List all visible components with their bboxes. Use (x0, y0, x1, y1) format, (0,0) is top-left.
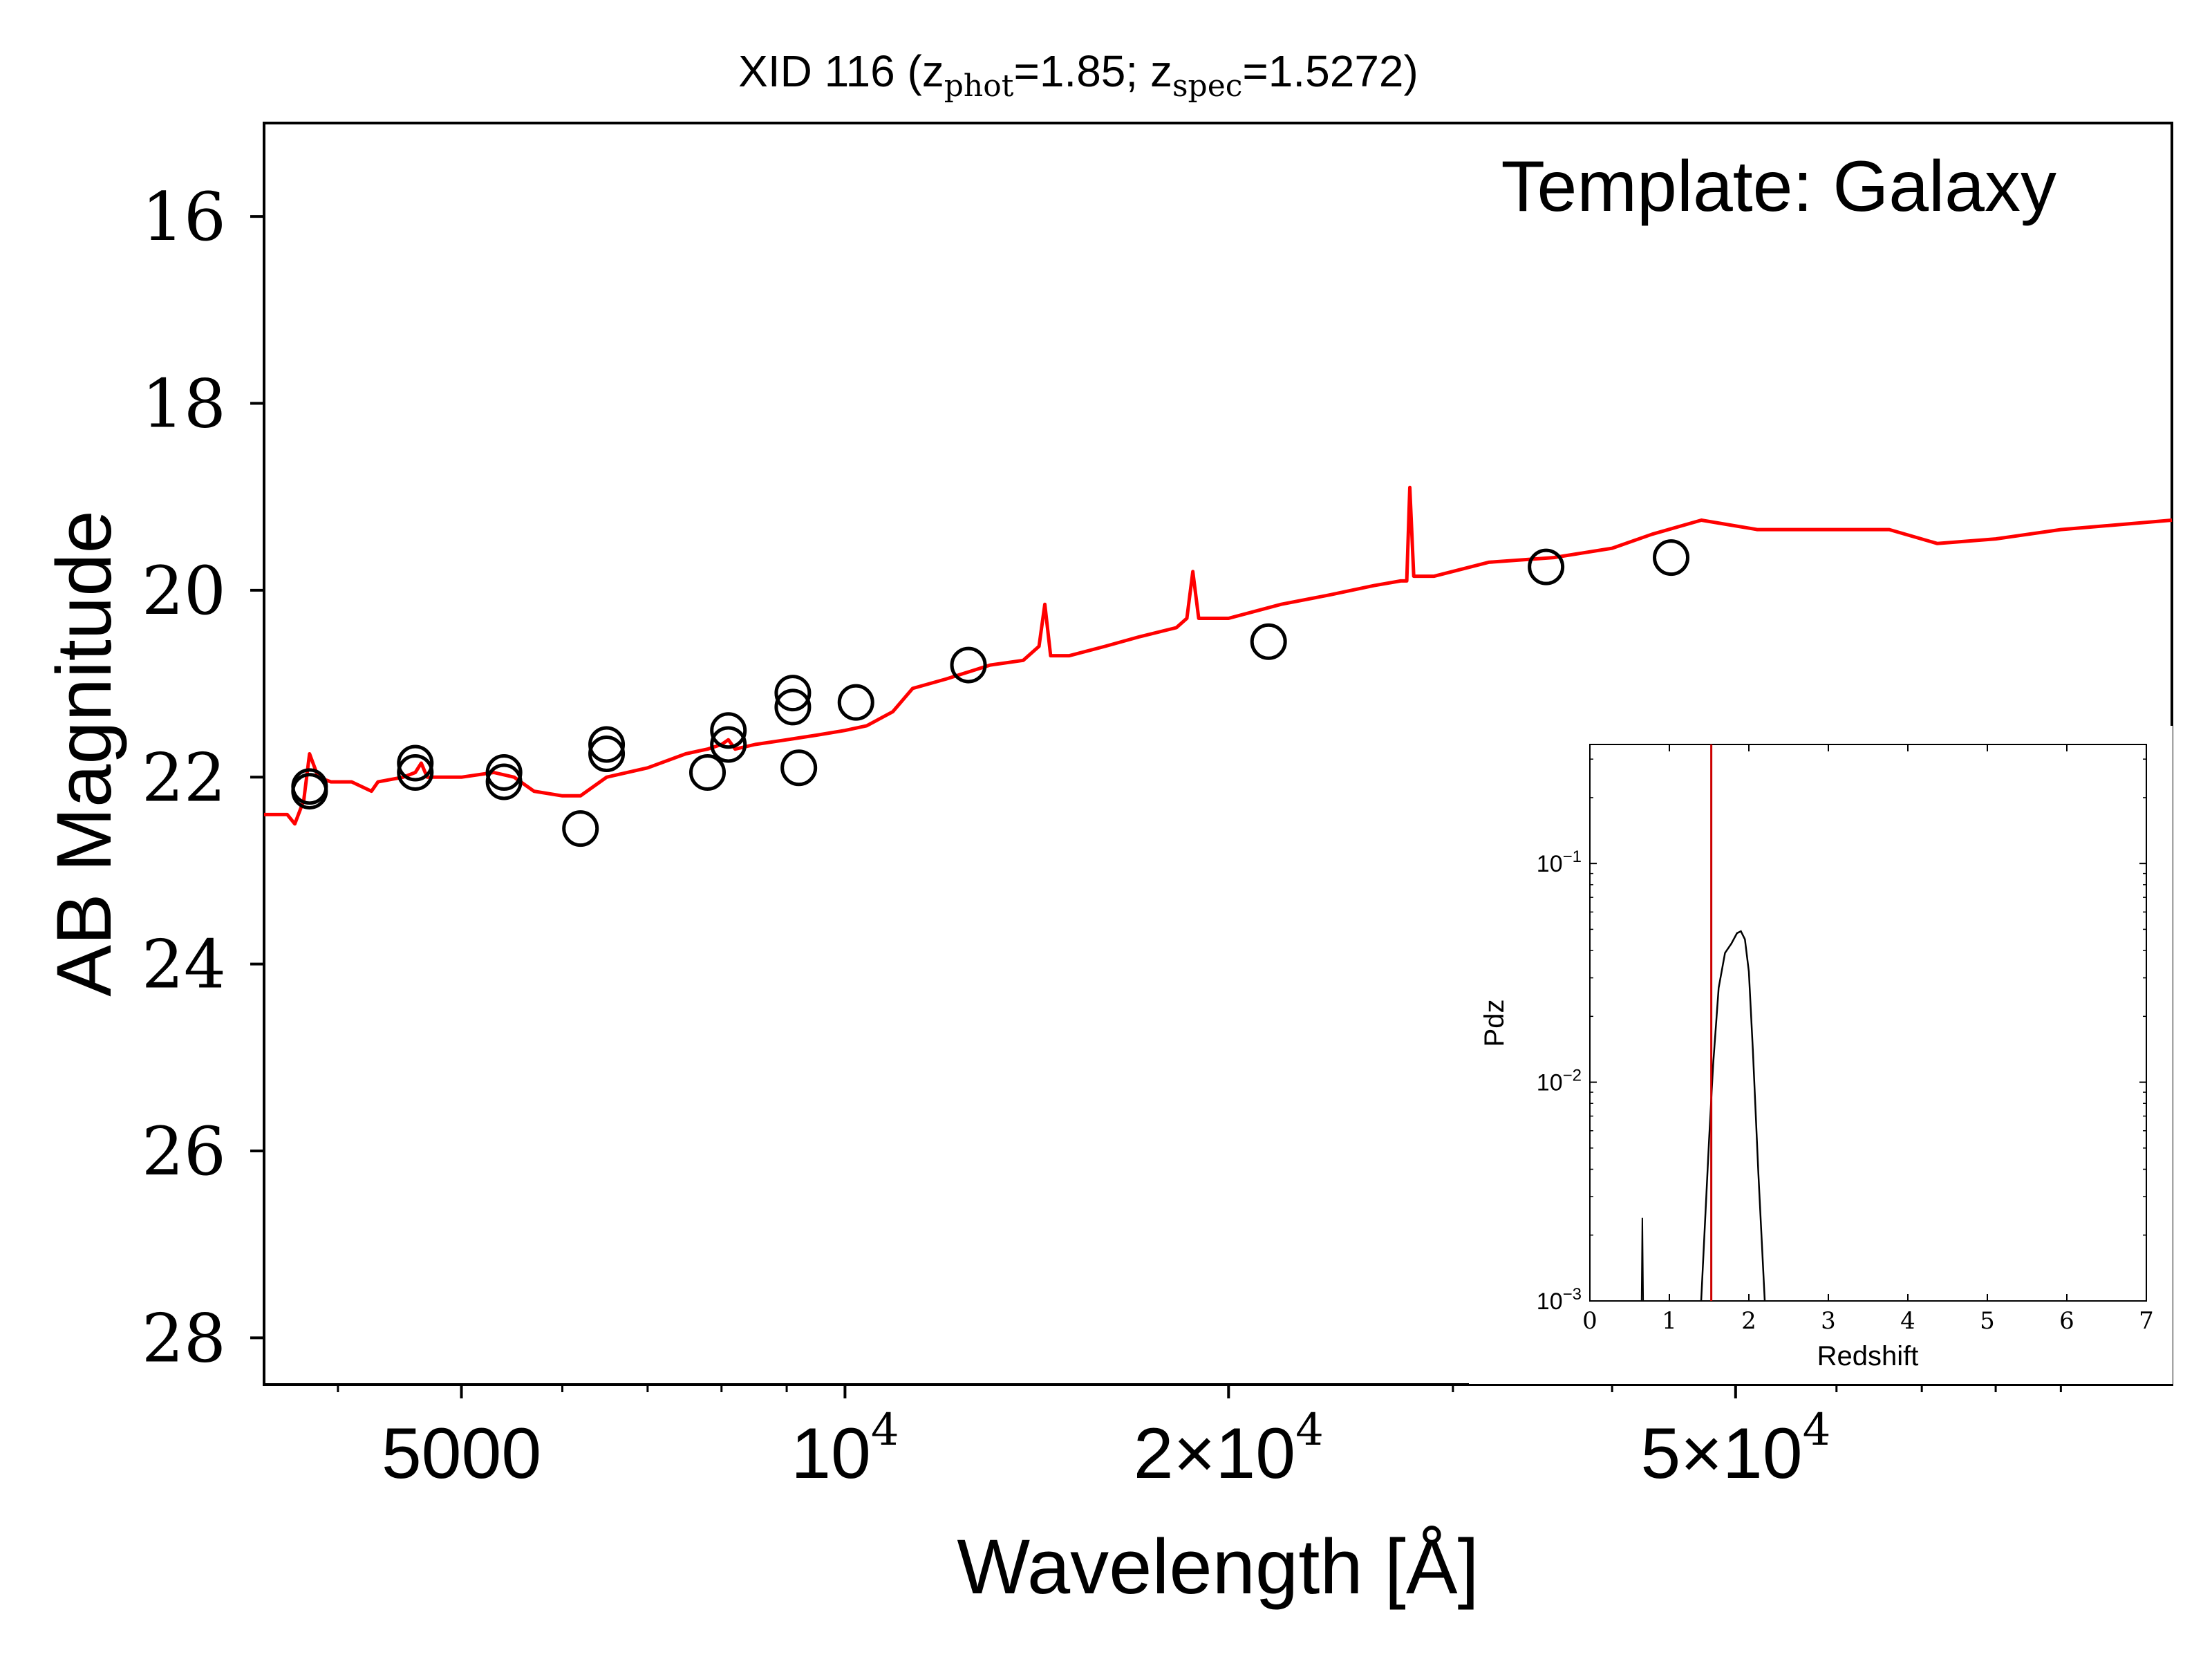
photometry-point (780, 749, 818, 787)
photometry-point (397, 754, 434, 791)
inset-x-tick-label: 4 (1900, 1307, 1915, 1335)
photometry-point (1250, 623, 1287, 660)
inset-x-tick-label: 3 (1821, 1307, 1836, 1335)
y-tick-label: 18 (142, 366, 226, 443)
x-tick-label: 2×104 (1134, 1405, 1324, 1494)
y-tick-label: 26 (142, 1113, 226, 1190)
photometry-point (562, 810, 599, 847)
x-tick-label: 5×104 (1640, 1405, 1830, 1494)
template-sed-line (264, 485, 2173, 826)
x-axis-label: Wavelength [Å] (957, 1524, 1479, 1610)
photometry-point (837, 684, 874, 721)
photometry-point (710, 726, 747, 763)
photometry-point (485, 754, 523, 791)
photometry-point (588, 726, 626, 763)
inset-x-tick-label: 7 (2139, 1307, 2154, 1335)
y-tick-label: 20 (142, 552, 226, 630)
photometry-layer (291, 539, 1690, 847)
inset-axes: 0 1 2 3 4 5 6 7 10−1 10−2 10−3 (1537, 744, 2154, 1335)
photometry-point (689, 754, 727, 791)
inset-y-tick-label: 10−3 (1537, 1285, 1582, 1315)
template-sed-layer (264, 485, 2173, 826)
y-tick-label: 24 (142, 926, 226, 1004)
inset-background (1469, 726, 2173, 1384)
x-tick-label: 104 (791, 1405, 899, 1494)
photometry-point (1653, 539, 1690, 577)
photometry-point (774, 675, 812, 712)
y-tick-label: 16 (142, 178, 226, 256)
inset-x-tick-label: 6 (2059, 1307, 2074, 1335)
pdz-curve-secondary (1640, 1217, 1644, 1302)
inset-y-tick-label: 10−2 (1537, 1067, 1582, 1096)
photometry-point (1528, 548, 1565, 585)
y-tick-label: 28 (142, 1300, 226, 1377)
y-axis-label: AB Magnitude (41, 510, 127, 997)
photometry-point (950, 646, 987, 684)
inset-x-tick-label: 2 (1741, 1307, 1756, 1335)
photometry-point (397, 744, 434, 782)
photometry-point (710, 712, 747, 749)
pdz-curve-main (1700, 930, 1766, 1302)
inset-x-axis-label: Redshift (1817, 1341, 1919, 1371)
template-annotation: Template: Galaxy (1501, 147, 2056, 227)
inset-x-tick-label: 1 (1662, 1307, 1677, 1335)
inset-x-tick-label: 0 (1582, 1307, 1597, 1335)
inset-y-axis-label: Pdz (1479, 1000, 1510, 1047)
inset-x-tick-label: 5 (1980, 1307, 1995, 1335)
photometry-point (485, 763, 523, 800)
y-tick-label: 22 (142, 739, 226, 816)
photometry-point (291, 773, 328, 810)
x-tick-label: 5000 (382, 1414, 541, 1494)
inset-plot-frame (1589, 744, 2147, 1302)
inset-data-layer (1640, 744, 1766, 1302)
inset-y-tick-label: 10−1 (1537, 847, 1582, 877)
photometry-point (774, 688, 812, 726)
photometry-point (588, 735, 626, 772)
chart-title: XID 116 (zphot=1.85; zspec=1.5272) (738, 46, 1418, 104)
